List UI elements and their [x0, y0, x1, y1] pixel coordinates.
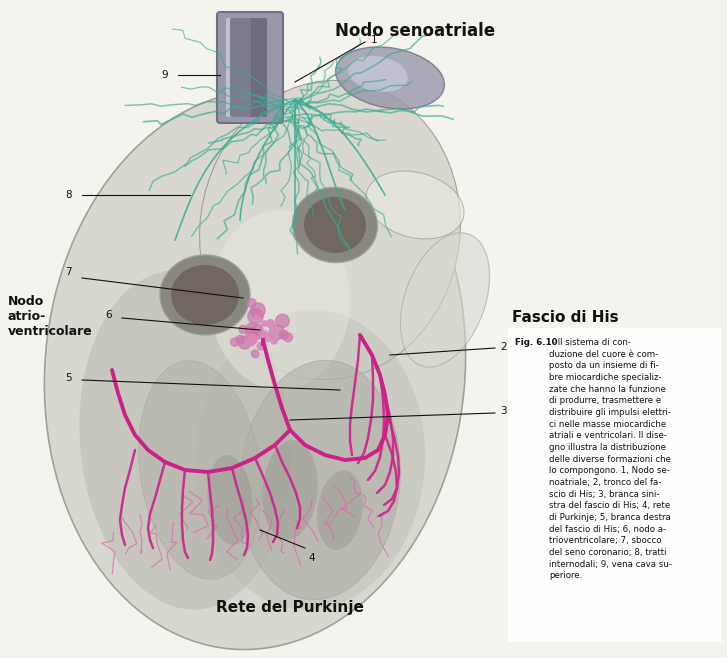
Ellipse shape — [401, 233, 489, 367]
Ellipse shape — [195, 310, 425, 610]
Circle shape — [257, 326, 261, 331]
Circle shape — [252, 350, 259, 357]
Circle shape — [257, 342, 265, 350]
FancyBboxPatch shape — [230, 18, 267, 117]
Ellipse shape — [348, 56, 408, 92]
Text: 4: 4 — [309, 553, 316, 563]
Ellipse shape — [336, 47, 444, 109]
Text: Nodo senoatriale: Nodo senoatriale — [335, 22, 495, 40]
Circle shape — [248, 309, 263, 324]
Ellipse shape — [292, 188, 377, 263]
Circle shape — [248, 334, 257, 344]
Circle shape — [247, 299, 256, 307]
Circle shape — [267, 320, 274, 328]
Text: 6: 6 — [105, 310, 112, 320]
Circle shape — [269, 325, 284, 340]
Circle shape — [236, 336, 245, 344]
Circle shape — [260, 331, 268, 338]
FancyBboxPatch shape — [217, 12, 283, 123]
Ellipse shape — [262, 440, 318, 540]
Circle shape — [230, 338, 238, 346]
Ellipse shape — [210, 210, 350, 390]
Ellipse shape — [207, 455, 253, 545]
Circle shape — [271, 338, 277, 344]
FancyBboxPatch shape — [226, 18, 251, 117]
Circle shape — [284, 333, 292, 342]
FancyBboxPatch shape — [508, 328, 722, 642]
Circle shape — [256, 324, 262, 331]
Ellipse shape — [79, 270, 291, 609]
Circle shape — [246, 323, 259, 336]
Ellipse shape — [200, 80, 460, 380]
Ellipse shape — [44, 90, 465, 649]
Ellipse shape — [171, 265, 239, 325]
Circle shape — [252, 326, 262, 337]
Ellipse shape — [139, 361, 262, 579]
Ellipse shape — [366, 171, 464, 239]
Text: 1: 1 — [371, 35, 377, 45]
Circle shape — [239, 325, 247, 334]
Ellipse shape — [240, 360, 401, 599]
Text: 5: 5 — [65, 373, 72, 383]
Circle shape — [279, 330, 289, 340]
Circle shape — [247, 338, 254, 346]
Text: - Il sistema di con-
duzione del cuore è com-
posto da un insieme di fi-
bre mio: - Il sistema di con- duzione del cuore è… — [549, 338, 672, 580]
Circle shape — [254, 315, 259, 319]
Circle shape — [252, 327, 264, 339]
Circle shape — [245, 327, 256, 338]
Text: 3: 3 — [500, 406, 507, 416]
Text: 2: 2 — [500, 342, 507, 352]
Ellipse shape — [317, 470, 363, 549]
Circle shape — [238, 336, 251, 349]
Ellipse shape — [304, 197, 366, 253]
Text: 8: 8 — [65, 190, 72, 200]
Text: Fig. 6.10: Fig. 6.10 — [515, 338, 558, 347]
Text: Rete del Purkinje: Rete del Purkinje — [216, 600, 364, 615]
Ellipse shape — [160, 255, 250, 335]
Circle shape — [276, 314, 289, 328]
Circle shape — [262, 321, 267, 326]
Circle shape — [265, 334, 271, 342]
Text: Nodo
atrio-
ventricolare: Nodo atrio- ventricolare — [8, 295, 93, 338]
Text: 9: 9 — [161, 70, 168, 80]
Text: 7: 7 — [65, 267, 72, 277]
Circle shape — [251, 309, 260, 318]
Circle shape — [251, 303, 265, 318]
Text: Fascio di His: Fascio di His — [512, 310, 619, 325]
